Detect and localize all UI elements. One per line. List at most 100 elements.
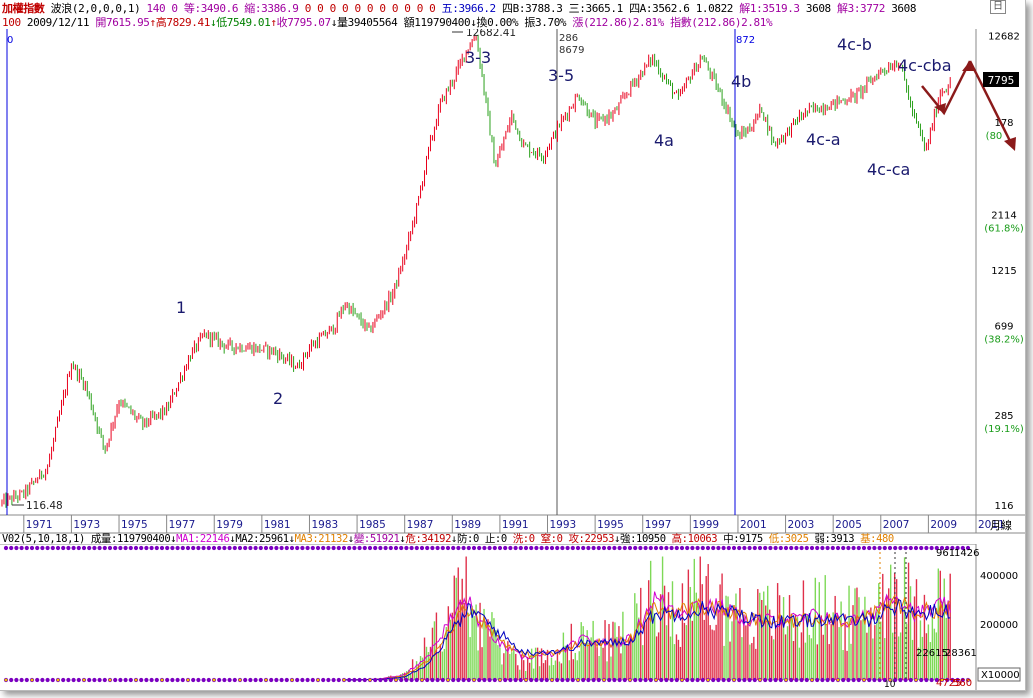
x-tick-label: 1977 [169,519,196,531]
marker-dot [466,677,471,683]
marker-dot [196,677,201,683]
marker-dot [669,545,674,551]
marker-dot [934,545,939,551]
marker-dot [149,545,154,551]
wave3-value: 三:3665.1 [568,2,624,15]
marker-dot [815,677,820,683]
x-tick-label: 1999 [692,519,719,531]
marker-dot [113,677,118,683]
marker-dot [503,545,508,551]
marker-dot [232,677,237,683]
marker-dot [596,677,601,683]
marker-dots-bottom [3,677,971,683]
marker-dot [482,677,487,683]
marker-dot [882,545,887,551]
calendar-icon[interactable]: 日 [990,0,1006,14]
marker-dot [92,545,97,551]
marker-dot [747,677,752,683]
marker-dot [794,545,799,551]
marker-dot [35,677,40,683]
marker-dot [201,545,206,551]
marker-dot [347,677,352,683]
fib-label-partial: (80 [986,131,1003,142]
marker-dot [185,545,191,551]
calendar-icon-glyph: 日 [993,1,1003,12]
marker-dot [653,545,659,551]
marker-dot [289,545,295,551]
marker-dot [617,545,622,551]
volume-header: V02(5,10,18,1) 成量:119790400↓MA1:22146↓MA… [2,533,894,545]
marker-dot [61,677,66,683]
marker-dot [341,545,347,551]
marker-dot [274,545,279,551]
marker-dot [560,545,565,551]
marker-dot [679,545,685,551]
price-chart[interactable]: 12682 2114 1215 699 285 116 (61.8%) (38.2%) (19.… [0,29,1025,544]
marker-dot [591,677,596,683]
marker-dot [747,545,752,551]
indicator-params: 140 0 [146,2,179,15]
vol-qiang: 強:10950 [620,533,666,545]
marker-dot [664,677,669,683]
x-tick-label: 2003 [788,519,815,531]
marker-dot [799,545,804,551]
y-axis: 12682 2114 1215 699 285 116 (61.8%) (38.2%) (19.… [984,31,1024,512]
vol-bian: 變:51921 [353,533,400,545]
x-tick-label: 1991 [502,519,529,531]
marker-dot [924,677,929,683]
marker-dot [404,545,409,551]
marker-dot [40,545,45,551]
vol-unit-box [977,667,1021,682]
marker-dot [40,677,45,683]
marker-dot [419,545,425,551]
marker-dot [960,545,965,551]
marker-dot [815,545,820,551]
marker-dot [674,545,679,551]
marker-dot [648,677,653,683]
marker-dot [102,545,107,551]
marker-dot [123,677,128,683]
marker-dot [752,545,757,551]
marker-dot [716,545,721,551]
volume-bars-group [344,556,951,680]
marker-dot [45,545,50,551]
marker-dot [695,677,700,683]
marker-dot [373,677,378,683]
marker-dot [893,677,898,683]
marker-dot [170,545,175,551]
marker-dot [841,545,846,551]
marker-dot [92,677,97,683]
volume-chart[interactable]: 961 1426 22615 28361 4725 560 10 400000 … [0,544,1025,690]
y-tick-label: 12682 [988,31,1020,42]
marker-dot [24,677,29,683]
marker-dot [835,545,841,551]
cycle-label-8679: 8679 [559,45,584,56]
marker-dot [180,677,185,683]
ratio-value: 1.0822 [695,2,734,15]
marker-dot [820,677,825,683]
marker-dot [451,545,456,551]
marker-dot [425,545,430,551]
marker-dot-accent [914,678,918,682]
x-tick-label: 2009 [930,519,957,531]
marker-dot [404,677,409,683]
marker-dot [804,545,809,551]
marker-dot [35,545,40,551]
marker-dot [518,545,523,551]
marker-dot [690,545,695,551]
marker-dot [503,677,508,683]
marker-dot [773,677,778,683]
marker-dot [487,545,492,551]
y-tick-label: 116 [994,501,1013,512]
marker-dot [867,545,872,551]
projection-down-line [968,60,1014,146]
marker-dot [50,677,55,683]
marker-dot [222,545,227,551]
marker-dot [898,545,903,551]
marker-dot [482,545,487,551]
marker-dot [232,545,237,551]
marker-dot [373,545,378,551]
marker-dot [856,545,861,551]
marker-dot [9,545,14,551]
marker-dot [638,677,643,683]
